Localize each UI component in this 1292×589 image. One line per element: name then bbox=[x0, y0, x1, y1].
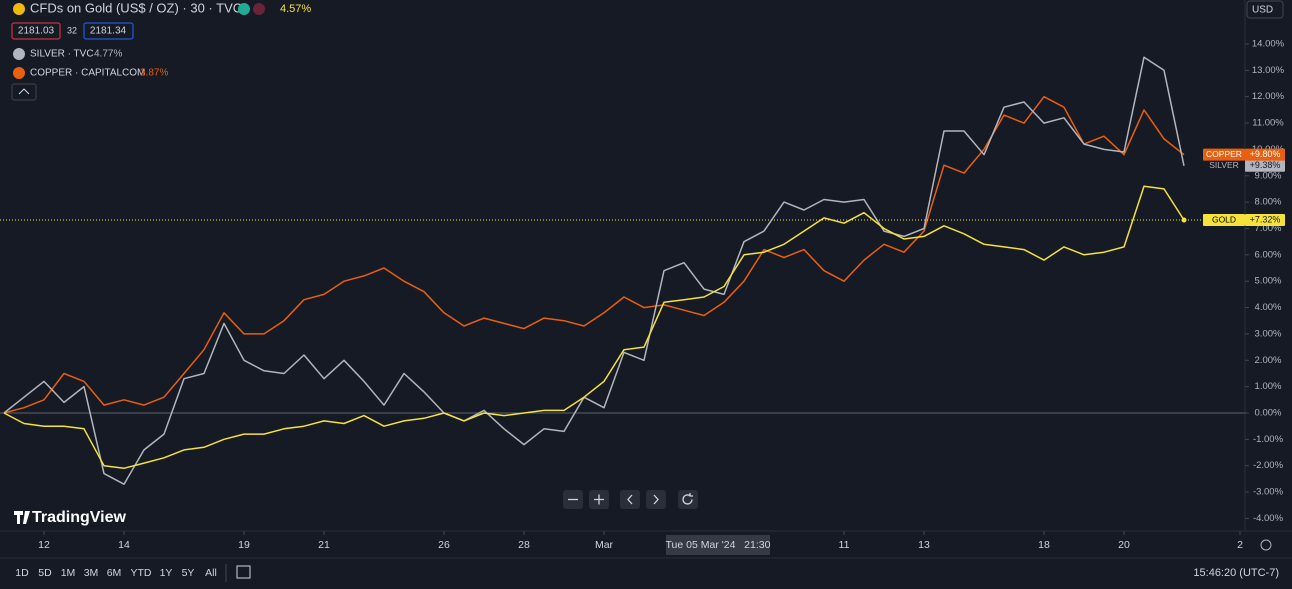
y-tick-label: 6.00% bbox=[1255, 249, 1282, 260]
y-tick-label: -1.00% bbox=[1253, 434, 1284, 445]
reset-icon bbox=[682, 493, 693, 505]
navigation bbox=[563, 490, 698, 509]
x-tick-label: 28 bbox=[518, 539, 530, 551]
date-range-button[interactable] bbox=[236, 565, 251, 579]
copper-icon bbox=[13, 67, 25, 79]
compare-title[interactable]: SILVER · TVC bbox=[30, 49, 94, 60]
collapse-icon bbox=[18, 88, 30, 95]
y-tick-label: -3.00% bbox=[1253, 487, 1284, 498]
x-tick-label: 11 bbox=[839, 539, 850, 551]
timeframe-button[interactable]: 1D bbox=[15, 567, 29, 579]
timeframe-button[interactable]: All bbox=[205, 567, 217, 579]
series-tag: GOLD bbox=[1212, 214, 1236, 224]
x-tick-label: 20 bbox=[1118, 539, 1130, 551]
y-tick-label: 1.00% bbox=[1255, 381, 1282, 392]
right-icon bbox=[653, 494, 659, 505]
last-value-box bbox=[1245, 148, 1285, 161]
y-tick-label: 13.00% bbox=[1252, 65, 1285, 76]
plus-icon bbox=[594, 494, 604, 505]
y-tick-label: 7.00% bbox=[1255, 223, 1282, 234]
timeframe-button[interactable]: 1M bbox=[61, 567, 76, 579]
symbol-title[interactable]: CFDs on Gold (US$ / OZ) · 30 · TVC bbox=[30, 0, 242, 15]
clock[interactable]: 15:46:20 (UTC-7) bbox=[1193, 567, 1279, 579]
timeframe-button[interactable]: YTD bbox=[131, 567, 152, 579]
x-tick-label: 19 bbox=[238, 539, 250, 551]
symbol-change: 4.57% bbox=[280, 3, 311, 15]
timeframe-button[interactable]: 1Y bbox=[160, 567, 173, 579]
settings-button[interactable] bbox=[1260, 539, 1272, 551]
x-tick-label: 18 bbox=[1038, 539, 1050, 551]
ask-box[interactable] bbox=[83, 22, 134, 40]
x-tick-label: 26 bbox=[438, 539, 450, 551]
x-tick-label: 12 bbox=[38, 539, 50, 551]
x-tick-label: Mar bbox=[595, 539, 614, 551]
series-tag-box bbox=[1203, 214, 1245, 227]
silver-icon bbox=[13, 48, 25, 60]
compare-title[interactable]: COPPER · CAPITALCOM bbox=[30, 68, 145, 79]
series-tag-box bbox=[1203, 148, 1245, 161]
compare-change: 3.87% bbox=[140, 68, 168, 79]
ask: 2181.34 bbox=[90, 26, 127, 37]
y-tick-label: 12.00% bbox=[1252, 91, 1285, 102]
reset-button[interactable] bbox=[678, 490, 698, 509]
currency: USD bbox=[1252, 5, 1273, 16]
series-line bbox=[3, 56, 1185, 485]
series-tag: COPPER bbox=[1206, 149, 1242, 159]
y-tick-label: 4.00% bbox=[1255, 302, 1282, 313]
timeframe-button[interactable]: 5Y bbox=[182, 567, 195, 579]
y-tick-label: 11.00% bbox=[1252, 118, 1284, 129]
logo-mark bbox=[14, 511, 30, 524]
x-tick-label: 21 bbox=[318, 539, 330, 551]
y-tick-label: 8.00% bbox=[1255, 197, 1282, 208]
y-tick-label: 0.00% bbox=[1255, 408, 1282, 419]
bid-box[interactable] bbox=[11, 22, 61, 40]
y-tick-label: -4.00% bbox=[1253, 513, 1284, 524]
last-value-box bbox=[1245, 214, 1285, 227]
compare-change: 4.77% bbox=[94, 49, 122, 60]
scroll-right-button[interactable] bbox=[646, 490, 666, 509]
collapse-legend-button[interactable] bbox=[11, 83, 37, 101]
last-value-label: +7.32% bbox=[1250, 214, 1281, 224]
market-status bbox=[238, 3, 250, 15]
bid: 2181.03 bbox=[18, 26, 55, 37]
spread: 32 bbox=[67, 25, 77, 35]
data-status bbox=[253, 3, 265, 15]
bottom-toolbar: 1D 5D 1M 3M 6M YTD 1Y 5Y All bbox=[15, 567, 217, 579]
series-line bbox=[3, 185, 1185, 470]
last-value-box bbox=[1245, 159, 1285, 172]
series-tag: SILVER bbox=[1209, 160, 1239, 170]
timeframe-button[interactable]: 6M bbox=[107, 567, 122, 579]
scroll-left-button[interactable] bbox=[620, 490, 640, 509]
left-icon bbox=[627, 494, 633, 505]
x-tick-label: 13 bbox=[918, 539, 930, 551]
last-value-label: +9.38% bbox=[1250, 160, 1281, 170]
x-tick-label: 14 bbox=[118, 539, 130, 551]
series-line bbox=[3, 95, 1185, 414]
crosshair-label-box bbox=[666, 535, 770, 555]
timeframe-button[interactable]: 5D bbox=[38, 567, 52, 579]
series-tag-box bbox=[1203, 159, 1245, 172]
last-value-label: +9.80% bbox=[1250, 149, 1281, 159]
y-tick-label: 2.00% bbox=[1255, 355, 1282, 366]
x-tick-label: 2 bbox=[1237, 539, 1243, 551]
y-tick-label: 9.00% bbox=[1255, 170, 1282, 181]
gold-icon bbox=[13, 3, 25, 15]
timeframe-button[interactable]: 3M bbox=[84, 567, 99, 579]
plot-area bbox=[0, 56, 1245, 485]
y-tick-label: 5.00% bbox=[1255, 276, 1282, 287]
y-tick-label: 3.00% bbox=[1255, 328, 1282, 339]
logo-text: TradingView bbox=[32, 509, 127, 526]
crosshair-label: Tue 05 Mar '24 21:30 bbox=[666, 539, 771, 551]
y-tick-label: 14.00% bbox=[1252, 38, 1285, 49]
y-tick-label: -2.00% bbox=[1253, 460, 1284, 471]
last-point bbox=[1181, 217, 1187, 223]
currency-button[interactable] bbox=[1246, 0, 1284, 19]
